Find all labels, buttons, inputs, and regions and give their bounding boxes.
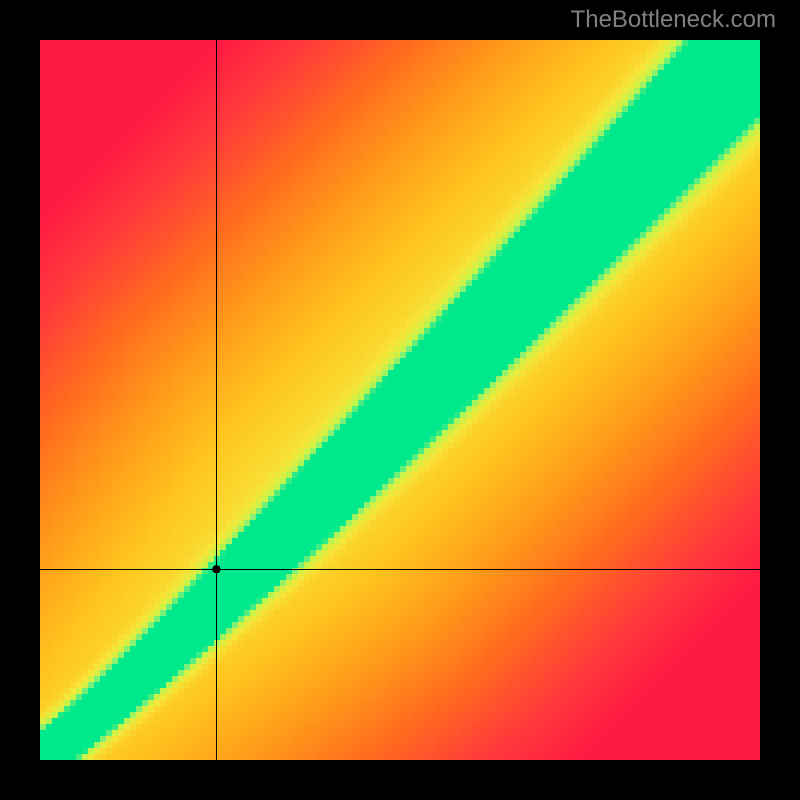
watermark-text: TheBottleneck.com — [571, 6, 776, 34]
chart-container: TheBottleneck.com — [0, 0, 800, 800]
bottleneck-heatmap — [40, 40, 760, 760]
